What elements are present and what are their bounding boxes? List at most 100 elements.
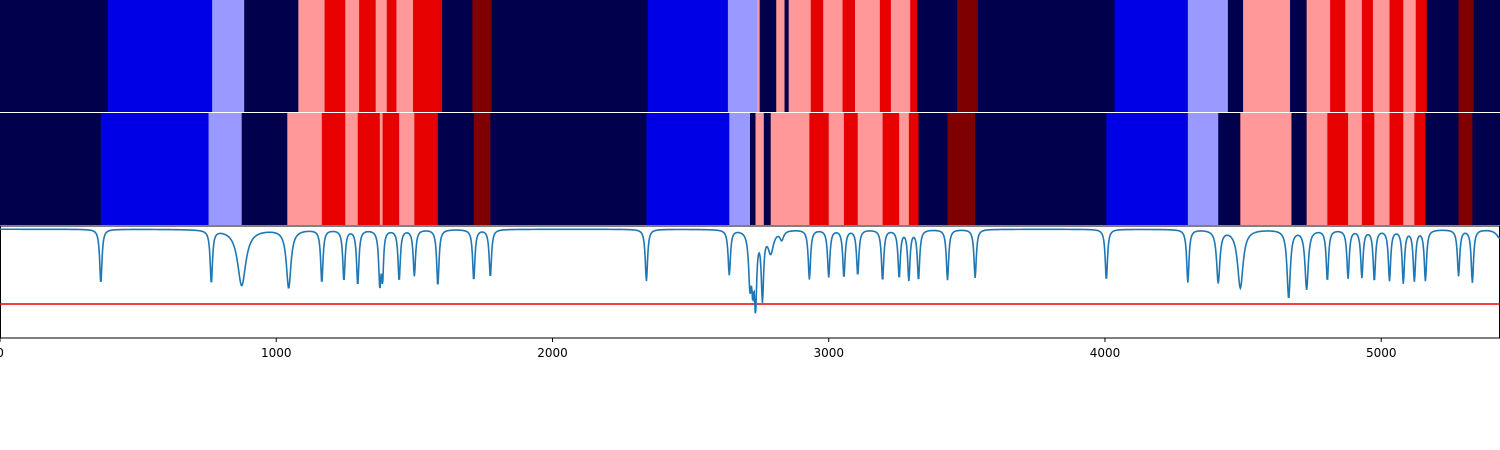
state-segment (918, 113, 948, 225)
state-segment (472, 0, 493, 112)
state-segment (646, 113, 730, 225)
state-segment (1187, 113, 1219, 225)
state-segment (1361, 113, 1375, 225)
state-segment (441, 0, 473, 112)
state-segment (1426, 0, 1459, 112)
state-segment (843, 113, 859, 225)
state-segment (776, 0, 785, 112)
state-segment (977, 0, 1116, 112)
state-segment (1472, 113, 1500, 225)
state-segment (1425, 113, 1459, 225)
state-segment (1306, 0, 1331, 112)
state-segment (100, 113, 209, 225)
state-segment (727, 0, 758, 112)
state-segment (784, 0, 787, 112)
x-tick-label: 3000 (813, 346, 844, 360)
state-segment (375, 0, 388, 112)
state-segment (1361, 0, 1374, 112)
state-segment (1291, 113, 1308, 225)
state-segment (324, 0, 346, 112)
state-segment (957, 0, 979, 112)
state-segment (785, 0, 790, 112)
state-segment (917, 0, 958, 112)
x-tick-label: 4000 (1090, 346, 1121, 360)
state-segment (1389, 0, 1404, 112)
state-segment (491, 0, 649, 112)
x-tick-label: 5000 (1366, 346, 1397, 360)
state-segment (345, 0, 360, 112)
state-segment (810, 0, 824, 112)
state-segment (1114, 0, 1189, 112)
state-segment (890, 0, 911, 112)
state-segment (1290, 0, 1308, 112)
state-segment (1473, 0, 1500, 112)
state-segment (882, 113, 900, 225)
state-segment (412, 0, 443, 112)
state-segment (0, 113, 102, 225)
state-segment (756, 0, 761, 112)
state-segment (1240, 113, 1292, 225)
state-segment (1414, 113, 1426, 225)
state-segment (823, 0, 843, 112)
state-segment (359, 0, 377, 112)
state-segment (854, 0, 881, 112)
state-segment (241, 113, 288, 225)
state-segment (1348, 113, 1363, 225)
x-tick-label: 1000 (261, 346, 292, 360)
state-segment (647, 0, 729, 112)
state-segment (1345, 0, 1363, 112)
state-segment (396, 0, 414, 112)
state-segment (879, 0, 892, 112)
state-segment (828, 113, 845, 225)
state-segment (1243, 0, 1291, 112)
state-segment (1187, 0, 1229, 112)
state-segment (321, 113, 346, 225)
state-segment (947, 113, 976, 225)
state-segment (1106, 113, 1189, 225)
state-segment (1458, 0, 1475, 112)
state-segment (107, 0, 213, 112)
state-segment (345, 113, 359, 225)
state-segment (788, 0, 812, 112)
state-segment (857, 113, 883, 225)
x-axis: 0 1000 2000 3000 4000 5000 (0, 338, 1396, 360)
state-segment (762, 0, 777, 112)
signal-line-panel (0, 225, 1500, 339)
state-segment (1218, 113, 1241, 225)
state-segment (357, 113, 381, 225)
state-segment (399, 113, 415, 225)
state-segment (899, 113, 910, 225)
state-segment (1372, 0, 1390, 112)
state-segment (1227, 0, 1244, 112)
state-segment (759, 0, 763, 112)
x-tick-label: 0 (0, 346, 4, 360)
state-segment (490, 113, 647, 225)
state-segment (770, 113, 810, 225)
state-segment (298, 0, 325, 112)
state-segment (1389, 113, 1404, 225)
state-segment (1403, 113, 1415, 225)
state-segment (908, 113, 919, 225)
state-segment (414, 113, 439, 225)
state-segment (750, 113, 756, 225)
state-segment (975, 113, 1107, 225)
state-segment (910, 0, 918, 112)
state-segment (1458, 113, 1473, 225)
state-segment (382, 113, 400, 225)
state-segment (1327, 113, 1349, 225)
state-segment (244, 0, 299, 112)
state-segment (1374, 113, 1390, 225)
state-segment (437, 113, 475, 225)
state-segment (729, 113, 751, 225)
state-segment (1403, 0, 1417, 112)
state-segment (1306, 113, 1328, 225)
state-segment (763, 113, 772, 225)
state-segment (287, 113, 323, 225)
state-band-bottom (0, 113, 1500, 225)
x-tick-label: 2000 (537, 346, 568, 360)
state-segment (1330, 0, 1346, 112)
state-segment (755, 113, 765, 225)
state-segment (0, 0, 109, 112)
state-segment (208, 113, 243, 225)
